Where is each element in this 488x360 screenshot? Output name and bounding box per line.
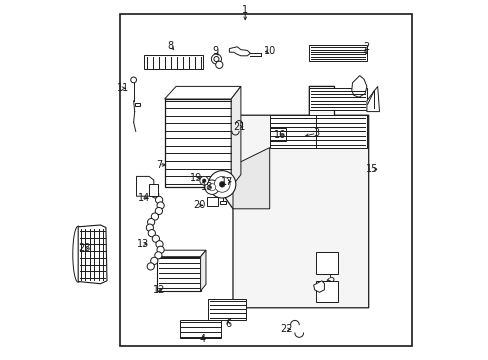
Circle shape [155, 252, 162, 259]
Text: 19: 19 [189, 173, 202, 183]
Text: 8: 8 [167, 41, 173, 51]
Text: 10: 10 [263, 46, 275, 56]
Polygon shape [229, 47, 250, 56]
Text: 13: 13 [137, 239, 149, 249]
Text: 4: 4 [200, 334, 206, 344]
Bar [206, 197, 218, 206]
Circle shape [219, 181, 224, 187]
Circle shape [208, 184, 215, 191]
Text: 12: 12 [152, 285, 164, 295]
Polygon shape [313, 281, 324, 292]
Polygon shape [231, 86, 241, 187]
Text: 1: 1 [242, 5, 248, 15]
Bar [157, 257, 200, 291]
Polygon shape [366, 86, 379, 112]
Circle shape [213, 57, 219, 62]
Circle shape [211, 54, 221, 64]
Text: 15: 15 [366, 164, 378, 174]
Circle shape [208, 171, 235, 198]
Bar [143, 55, 203, 69]
Circle shape [147, 219, 154, 226]
Circle shape [202, 179, 205, 183]
Bar [179, 320, 221, 338]
Circle shape [148, 230, 155, 237]
Bar [270, 128, 285, 141]
Circle shape [215, 61, 223, 68]
Text: 7: 7 [155, 160, 162, 170]
Text: 20: 20 [193, 200, 205, 210]
Polygon shape [309, 88, 366, 110]
Text: 18: 18 [200, 182, 212, 192]
Polygon shape [309, 45, 366, 61]
Bar [316, 281, 337, 302]
Bar [120, 14, 411, 346]
Polygon shape [223, 86, 368, 308]
Circle shape [150, 257, 158, 265]
Bar [149, 184, 158, 196]
Circle shape [204, 180, 219, 194]
Text: 16: 16 [274, 130, 286, 140]
Circle shape [157, 202, 164, 209]
Text: 11: 11 [117, 83, 129, 93]
Circle shape [151, 191, 159, 198]
Polygon shape [134, 103, 140, 106]
Polygon shape [232, 148, 269, 209]
Circle shape [146, 224, 153, 231]
Polygon shape [164, 86, 241, 99]
Circle shape [155, 196, 163, 203]
Text: 22: 22 [280, 324, 293, 334]
Polygon shape [269, 115, 366, 148]
Text: 5: 5 [327, 274, 333, 284]
Circle shape [151, 213, 158, 220]
Bar [220, 201, 225, 204]
Text: 17: 17 [221, 177, 233, 187]
Circle shape [152, 235, 159, 242]
Text: 9: 9 [212, 46, 218, 56]
Text: 3: 3 [313, 128, 319, 138]
Circle shape [214, 176, 230, 192]
Bar [316, 252, 337, 274]
Polygon shape [78, 225, 107, 284]
Circle shape [200, 176, 208, 185]
Bar [208, 299, 246, 320]
Circle shape [155, 207, 162, 215]
Circle shape [157, 246, 164, 253]
Text: 14: 14 [138, 193, 150, 203]
Text: 6: 6 [225, 319, 231, 329]
Bar [164, 99, 231, 187]
Polygon shape [136, 176, 153, 196]
Circle shape [130, 77, 136, 83]
Circle shape [147, 263, 154, 270]
Text: 2: 2 [362, 42, 368, 52]
Text: 21: 21 [232, 122, 245, 132]
Polygon shape [157, 250, 205, 257]
Circle shape [156, 240, 163, 248]
Polygon shape [200, 250, 205, 291]
Text: 23: 23 [78, 243, 90, 253]
Polygon shape [351, 76, 366, 97]
